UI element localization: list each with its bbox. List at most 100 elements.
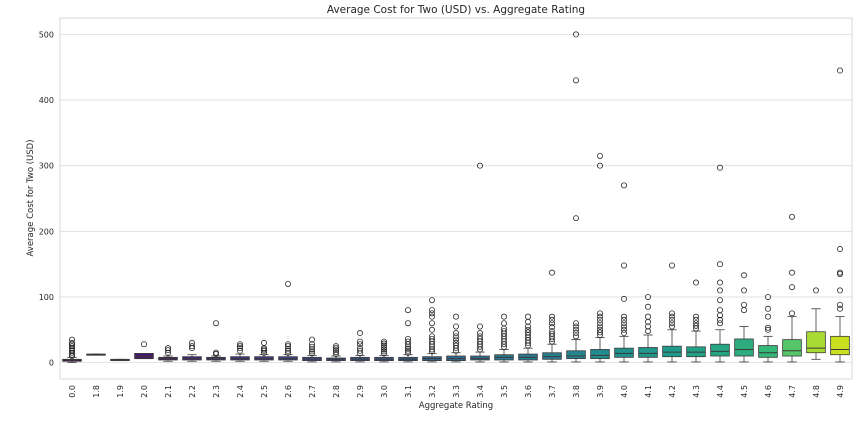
box-4.2 xyxy=(662,262,682,363)
outlier-point xyxy=(500,313,507,320)
outlier-point xyxy=(428,333,435,340)
x-tick-label: 1.9 xyxy=(116,385,125,398)
x-tick-label: 2.7 xyxy=(308,385,317,398)
x-tick-label: 3.3 xyxy=(452,385,461,398)
outlier-point xyxy=(549,324,556,331)
box-3.1 xyxy=(398,307,418,363)
outlier-point xyxy=(573,333,580,340)
outlier-point xyxy=(428,310,435,317)
box-2.7 xyxy=(302,336,322,363)
outlier-point xyxy=(597,152,604,159)
x-tick-label: 4.0 xyxy=(620,385,629,398)
x-tick-label: 2.0 xyxy=(140,385,149,398)
outlier-point xyxy=(741,287,748,294)
x-tick-label: 2.3 xyxy=(212,385,221,398)
outlier-point xyxy=(380,338,387,345)
outlier-point xyxy=(428,320,435,327)
outlier-point xyxy=(212,320,219,327)
box-3.3 xyxy=(446,313,466,363)
outlier-point xyxy=(164,347,171,354)
outlier-point xyxy=(284,347,291,354)
outlier-point xyxy=(356,330,363,337)
outlier-point xyxy=(332,347,339,354)
plot-area xyxy=(59,17,853,380)
outlier-point xyxy=(597,323,604,330)
outlier-point xyxy=(741,301,748,308)
outlier-point xyxy=(645,313,652,320)
outlier-point xyxy=(669,323,676,330)
outlier-point xyxy=(789,213,796,220)
x-tick-label: 2.2 xyxy=(188,385,197,398)
box-1.9 xyxy=(110,358,130,362)
outlier-point xyxy=(621,262,628,269)
y-axis-ticks: 0 100 200 300 400 500 xyxy=(39,30,54,367)
outlier-point xyxy=(645,293,652,300)
outlier-point xyxy=(428,313,435,320)
box-4.5 xyxy=(734,272,754,363)
box-2.5 xyxy=(254,339,274,362)
outlier-point xyxy=(597,162,604,169)
x-tick-label: 3.9 xyxy=(596,385,605,398)
outlier-point xyxy=(69,336,76,343)
outlier-point xyxy=(404,347,411,354)
iqr-box xyxy=(734,338,754,357)
box-4.9 xyxy=(830,67,850,363)
outlier-point xyxy=(669,310,676,317)
outlier-point xyxy=(573,31,580,38)
box-2.8 xyxy=(326,343,346,363)
box-3.7 xyxy=(542,269,562,363)
outlier-point xyxy=(717,316,724,323)
box-4.8 xyxy=(806,287,826,360)
x-tick-label: 4.9 xyxy=(836,385,845,398)
outlier-point xyxy=(549,313,556,320)
x-tick-label: 2.8 xyxy=(332,385,341,398)
chart-title: Average Cost for Two (USD) vs. Aggregate… xyxy=(327,4,585,16)
outlier-point xyxy=(573,215,580,222)
iqr-box xyxy=(782,339,802,357)
x-tick-label: 3.0 xyxy=(380,385,389,398)
outlier-point xyxy=(308,348,315,355)
box-3.6 xyxy=(518,313,538,363)
outlier-point xyxy=(476,162,483,169)
outlier-point xyxy=(765,305,772,312)
x-tick-label: 4.3 xyxy=(692,385,701,398)
outlier-point xyxy=(789,269,796,276)
outlier-point xyxy=(428,348,435,355)
outlier-point xyxy=(693,320,700,327)
outlier-point xyxy=(597,326,604,333)
outlier-point xyxy=(693,322,700,329)
outlier-point xyxy=(717,307,724,314)
outlier-point xyxy=(236,341,243,348)
outlier-point xyxy=(308,336,315,343)
outlier-point xyxy=(837,269,844,276)
x-tick-label: 3.2 xyxy=(428,385,437,398)
box-4.7 xyxy=(782,213,802,363)
outlier-point xyxy=(404,338,411,345)
outlier-point xyxy=(308,343,315,350)
outlier-point xyxy=(525,313,532,320)
outlier-point xyxy=(308,341,315,348)
outlier-point xyxy=(452,339,459,346)
outlier-point xyxy=(428,335,435,342)
outlier-point xyxy=(404,349,411,356)
outlier-point xyxy=(813,287,820,294)
box-1.8 xyxy=(86,353,106,356)
outlier-point xyxy=(669,313,676,320)
x-tick-label: 3.4 xyxy=(476,385,485,398)
outlier-point xyxy=(549,316,556,323)
outlier-point xyxy=(380,348,387,355)
outlier-point xyxy=(164,345,171,352)
outlier-point xyxy=(212,349,219,356)
outlier-point xyxy=(669,262,676,269)
outlier-point xyxy=(693,313,700,320)
outlier-point xyxy=(621,313,628,320)
box-2.4 xyxy=(230,341,250,362)
outlier-point xyxy=(717,320,724,327)
outlier-point xyxy=(525,326,532,333)
outlier-point xyxy=(549,330,556,337)
iqr-box xyxy=(758,345,778,358)
box-2.3 xyxy=(206,320,226,362)
outlier-point xyxy=(573,77,580,84)
outlier-point xyxy=(380,340,387,347)
